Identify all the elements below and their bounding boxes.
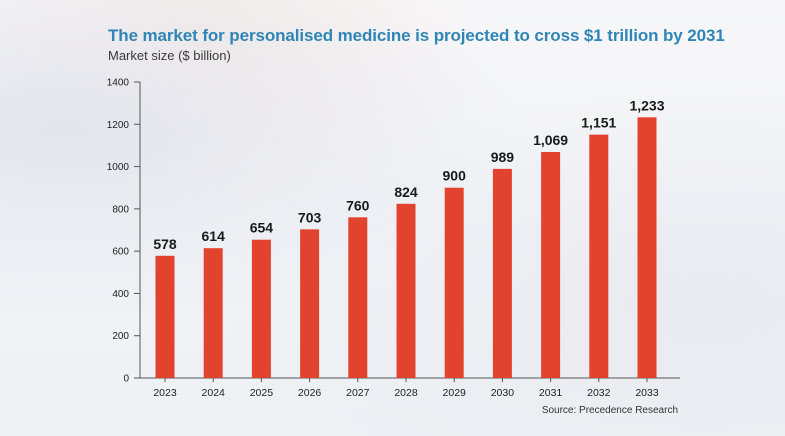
bar-value-label: 900 <box>443 168 467 184</box>
bar <box>155 255 175 378</box>
x-tick-label: 2025 <box>250 387 274 399</box>
chart-subtitle: Market size ($ billion) <box>108 48 231 63</box>
x-tick-label: 2029 <box>443 387 467 399</box>
x-tick-label: 2030 <box>491 387 515 399</box>
bar-value-label: 578 <box>153 236 177 252</box>
x-tick-label: 2026 <box>298 387 322 399</box>
bar <box>203 248 223 378</box>
bar-value-label: 614 <box>202 228 226 244</box>
chart-title: The market for personalised medicine is … <box>108 26 725 45</box>
x-tick-label: 2027 <box>346 387 370 399</box>
bar-value-label: 654 <box>250 220 274 236</box>
y-tick-label: 1000 <box>107 162 130 173</box>
x-tick-label: 2033 <box>635 387 659 399</box>
bar-value-label: 824 <box>394 184 418 200</box>
y-tick-label: 200 <box>112 331 129 342</box>
x-tick-label: 2023 <box>153 387 177 399</box>
bar-value-label: 1,233 <box>629 97 664 113</box>
source-note: Source: Precedence Research <box>541 405 678 416</box>
bar-value-label: 1,151 <box>581 115 616 131</box>
x-tick-label: 2031 <box>539 387 563 399</box>
x-tick-label: 2028 <box>394 387 418 399</box>
bar <box>251 239 271 378</box>
bar <box>541 151 561 378</box>
y-tick-label: 1200 <box>107 120 130 131</box>
bar <box>492 168 512 378</box>
y-tick-label: 800 <box>112 204 129 215</box>
x-tick-label: 2024 <box>202 387 226 399</box>
x-tick-label: 2032 <box>587 387 611 399</box>
y-tick-label: 400 <box>112 289 129 300</box>
y-tick-label: 0 <box>123 374 129 385</box>
bar <box>348 217 368 378</box>
y-tick-label: 1400 <box>107 78 130 89</box>
bar <box>444 187 464 378</box>
bar-value-label: 703 <box>298 209 322 225</box>
bar-value-label: 760 <box>346 197 370 213</box>
bar <box>589 134 609 378</box>
y-tick-label: 600 <box>112 247 129 258</box>
bar <box>300 229 320 378</box>
bar-value-label: 1,069 <box>533 132 568 148</box>
bar-value-label: 989 <box>491 149 515 165</box>
bar <box>637 117 657 379</box>
bar <box>396 203 416 378</box>
